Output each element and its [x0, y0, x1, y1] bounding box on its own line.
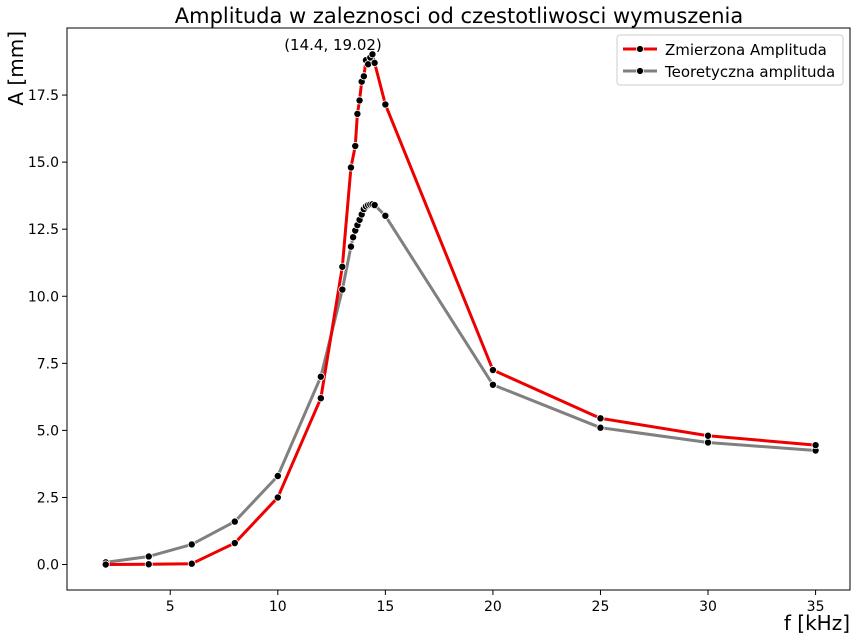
- data-point-theoretical: [316, 372, 325, 381]
- series-layer: [101, 50, 820, 569]
- data-point-measured: [144, 560, 153, 569]
- y-tick-label: 12.5: [28, 222, 59, 238]
- data-point-measured: [368, 50, 377, 59]
- y-axis-label: A [mm]: [4, 31, 28, 106]
- data-point-theoretical: [144, 552, 153, 561]
- x-tick-label: 25: [592, 599, 610, 615]
- y-tick-label: 2.5: [37, 490, 59, 506]
- legend-marker-theoretical: [636, 67, 644, 75]
- data-point-measured: [338, 262, 347, 271]
- legend-label-theoretical: Teoretyczna amplituda: [664, 63, 835, 81]
- peak-annotation: (14.4, 19.02): [284, 36, 382, 54]
- x-axis-label: f [kHz]: [784, 611, 850, 635]
- y-tick-label: 0.0: [37, 558, 59, 574]
- data-point-measured: [353, 109, 362, 118]
- data-point-measured: [596, 414, 605, 423]
- data-point-theoretical: [381, 211, 390, 220]
- series-line-measured: [105, 52, 816, 567]
- y-tick-label: 17.5: [28, 88, 59, 104]
- data-point-measured: [273, 493, 282, 502]
- data-point-measured: [230, 539, 239, 548]
- plot-area: [66, 27, 851, 591]
- data-point-measured: [488, 366, 497, 375]
- data-point-theoretical: [187, 540, 196, 549]
- data-point-measured: [316, 394, 325, 403]
- data-point-measured: [187, 559, 196, 568]
- plot-frame: [66, 27, 851, 591]
- data-point-theoretical: [349, 233, 358, 242]
- data-point-theoretical: [273, 471, 282, 480]
- y-tick-label: 10.0: [28, 289, 59, 305]
- data-point-theoretical: [230, 517, 239, 526]
- legend-entry-theoretical: Teoretyczna amplituda: [623, 63, 835, 81]
- data-point-measured: [370, 58, 379, 67]
- x-tick-label: 10: [269, 599, 287, 615]
- legend-marker-measured: [636, 45, 644, 53]
- data-point-theoretical: [596, 423, 605, 432]
- data-point-theoretical: [704, 438, 713, 447]
- y-axis: 0.0 2.5 5.0 7.5 10.0 12.5 15.0 17.5: [28, 88, 67, 574]
- data-point-measured: [101, 560, 110, 569]
- y-tick-label: 5.0: [37, 423, 59, 439]
- x-tick-label: 30: [699, 599, 717, 615]
- data-point-measured: [346, 163, 355, 172]
- data-point-measured: [359, 72, 368, 81]
- data-point-theoretical: [488, 380, 497, 389]
- legend-box: [616, 34, 844, 86]
- y-tick-label: 7.5: [37, 356, 59, 372]
- x-tick-label: 15: [376, 599, 394, 615]
- data-point-measured: [355, 96, 364, 105]
- x-tick-label: 20: [484, 599, 502, 615]
- data-point-theoretical: [338, 285, 347, 294]
- legend-entry-measured: Zmierzona Amplituda: [623, 41, 827, 59]
- data-point-theoretical: [370, 201, 379, 210]
- data-point-measured: [351, 142, 360, 151]
- data-point-measured: [364, 60, 373, 69]
- legend-label-measured: Zmierzona Amplituda: [665, 41, 827, 59]
- x-tick-label: 5: [166, 599, 175, 615]
- data-point-measured: [381, 100, 390, 109]
- data-point-measured: [811, 441, 820, 450]
- data-point-theoretical: [346, 242, 355, 251]
- chart-title: Amplituda w zaleznosci od czestotliwosci…: [175, 4, 743, 28]
- x-axis: 5 10 15 20 25 30 35: [166, 590, 825, 615]
- data-point-measured: [704, 431, 713, 440]
- x-tick-label: 35: [807, 599, 825, 615]
- legend: Zmierzona Amplituda Teoretyczna amplitud…: [616, 34, 844, 86]
- y-tick-label: 15.0: [28, 155, 59, 171]
- series-line-theoretical: [105, 202, 816, 564]
